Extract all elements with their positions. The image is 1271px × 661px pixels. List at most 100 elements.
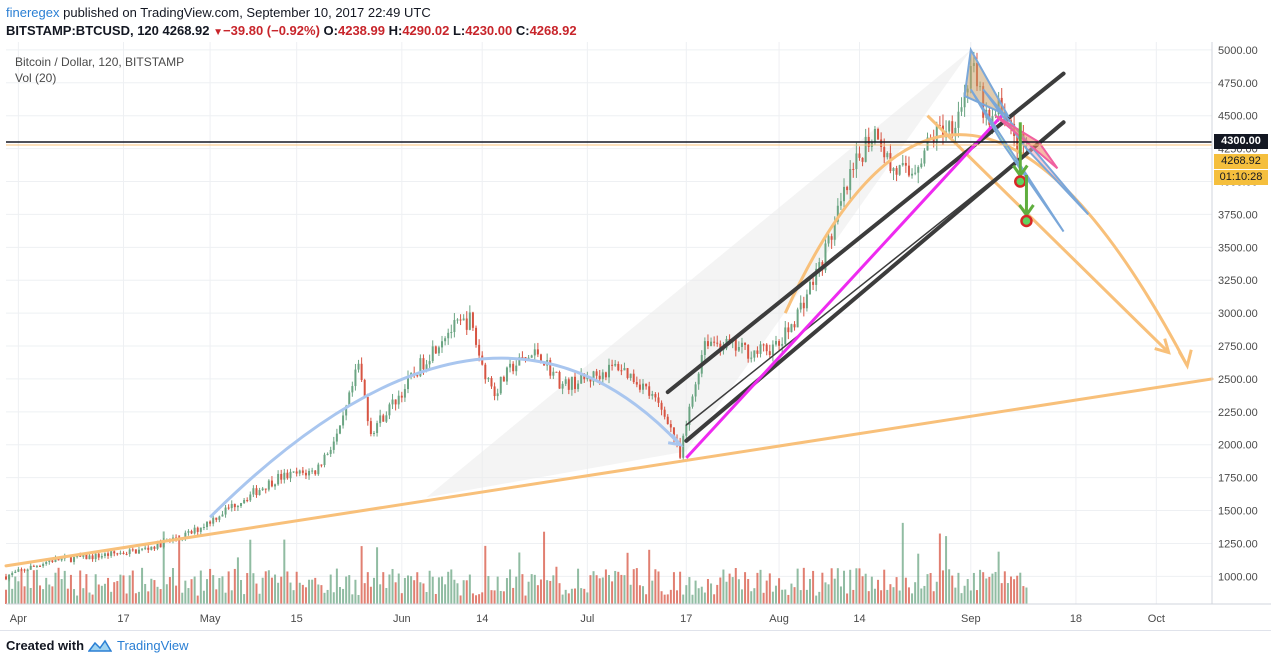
volume-bar <box>215 589 218 604</box>
volume-bar <box>51 586 54 604</box>
volume-bar <box>710 583 713 604</box>
volume-bar <box>546 580 549 604</box>
volume-bar <box>308 579 311 604</box>
volume-bar <box>781 589 784 604</box>
volume-bar <box>5 589 7 604</box>
candle-body <box>632 373 635 383</box>
x-tick-label: Sep <box>961 613 981 625</box>
volume-bar <box>608 575 610 604</box>
candle-body <box>920 163 923 168</box>
candle-body <box>948 121 951 132</box>
candle-body <box>475 327 478 345</box>
close-label: C: <box>515 23 530 38</box>
volume-bar <box>388 574 391 604</box>
volume-bar <box>450 569 453 604</box>
x-tick-label: Aug <box>769 613 789 625</box>
candle-body <box>103 553 106 557</box>
volume-bar <box>518 552 521 604</box>
volume-bar <box>852 589 855 604</box>
candle-body <box>737 347 740 351</box>
candle-body <box>527 357 530 359</box>
candle-body <box>778 341 781 346</box>
volume-bar <box>592 571 595 604</box>
volume-bar <box>805 589 808 604</box>
candle-body <box>196 527 199 532</box>
chart-area[interactable]: 1000.00 1250.00 1500.00 1750.00 2000.00 2250.… <box>0 42 1271 630</box>
candle-body <box>403 389 406 398</box>
volume-bar <box>672 572 675 604</box>
candle-body <box>883 147 886 158</box>
volume-bar <box>778 578 781 604</box>
volume-bar <box>116 581 119 604</box>
volume-bar <box>985 578 988 604</box>
volume-bar <box>243 594 246 604</box>
candle-body <box>147 547 150 550</box>
candle-body <box>536 349 539 355</box>
down-arrow-icon: ▼ <box>213 27 224 38</box>
volume-bar <box>475 595 478 604</box>
close-value: 4268.92 <box>529 23 577 38</box>
candle-body <box>437 347 440 354</box>
volume-bar <box>323 592 326 604</box>
candle-body <box>666 416 669 425</box>
volume-bar <box>895 577 898 604</box>
volume-bar <box>694 580 697 604</box>
legend-title: Bitcoin / Dollar, 120, BITSTAMP <box>15 55 185 69</box>
candle-body <box>407 377 409 390</box>
candle-body <box>357 363 360 370</box>
candle-body <box>657 397 660 403</box>
candle-body <box>502 376 505 382</box>
candle-body <box>230 503 233 509</box>
author-link[interactable]: fineregex <box>6 5 60 20</box>
volume-bar <box>134 593 137 604</box>
candle-body <box>697 373 700 385</box>
y-tick-label: 2000.00 <box>1218 440 1258 452</box>
candle-body <box>137 549 140 554</box>
candle-body <box>759 344 762 354</box>
candle-body <box>660 402 663 410</box>
level-price-tag: 4300.00 <box>1214 134 1268 150</box>
tradingview-link[interactable]: TradingView <box>117 638 189 653</box>
volume-bar <box>642 586 645 604</box>
volume-bar <box>354 579 357 604</box>
candle-body <box>335 433 338 442</box>
candle-body <box>617 363 620 371</box>
gray-channel-shape <box>426 49 971 498</box>
candle-body <box>131 549 134 551</box>
candle-body <box>162 540 165 548</box>
volume-bar <box>911 593 914 604</box>
volume-bar <box>904 577 907 604</box>
candle-body <box>150 546 153 550</box>
volume-bar <box>682 594 685 604</box>
volume-bar <box>679 571 682 604</box>
volume-bar <box>740 589 743 604</box>
volume-bar <box>527 581 530 604</box>
candle-body <box>252 488 255 495</box>
high-label: H: <box>388 23 403 38</box>
volume-bar <box>462 580 465 604</box>
plot-background <box>6 42 1212 604</box>
volume-bar <box>979 569 982 604</box>
volume-bar <box>966 579 969 604</box>
candle-body <box>91 555 94 560</box>
candle-body <box>14 571 17 573</box>
volume-bar <box>335 568 338 604</box>
volume-bar <box>873 588 876 604</box>
volume-bar <box>212 575 215 604</box>
volume-bar <box>434 593 437 604</box>
candle-body <box>994 114 997 117</box>
volume-bar <box>91 594 94 604</box>
candle-body <box>645 383 648 387</box>
candle-body <box>938 125 941 127</box>
candle-body <box>539 354 542 364</box>
candle-body <box>521 357 524 359</box>
price-chart[interactable]: 1000.00 1250.00 1500.00 1750.00 2000.00 2250.… <box>0 42 1271 630</box>
volume-bar <box>484 545 487 604</box>
candle-body <box>954 127 957 136</box>
candle-body <box>184 532 187 539</box>
volume-bar <box>932 591 935 604</box>
candle-body <box>898 165 901 175</box>
candle-body <box>295 471 298 474</box>
candle-body <box>425 364 428 370</box>
volume-bar <box>338 587 341 604</box>
